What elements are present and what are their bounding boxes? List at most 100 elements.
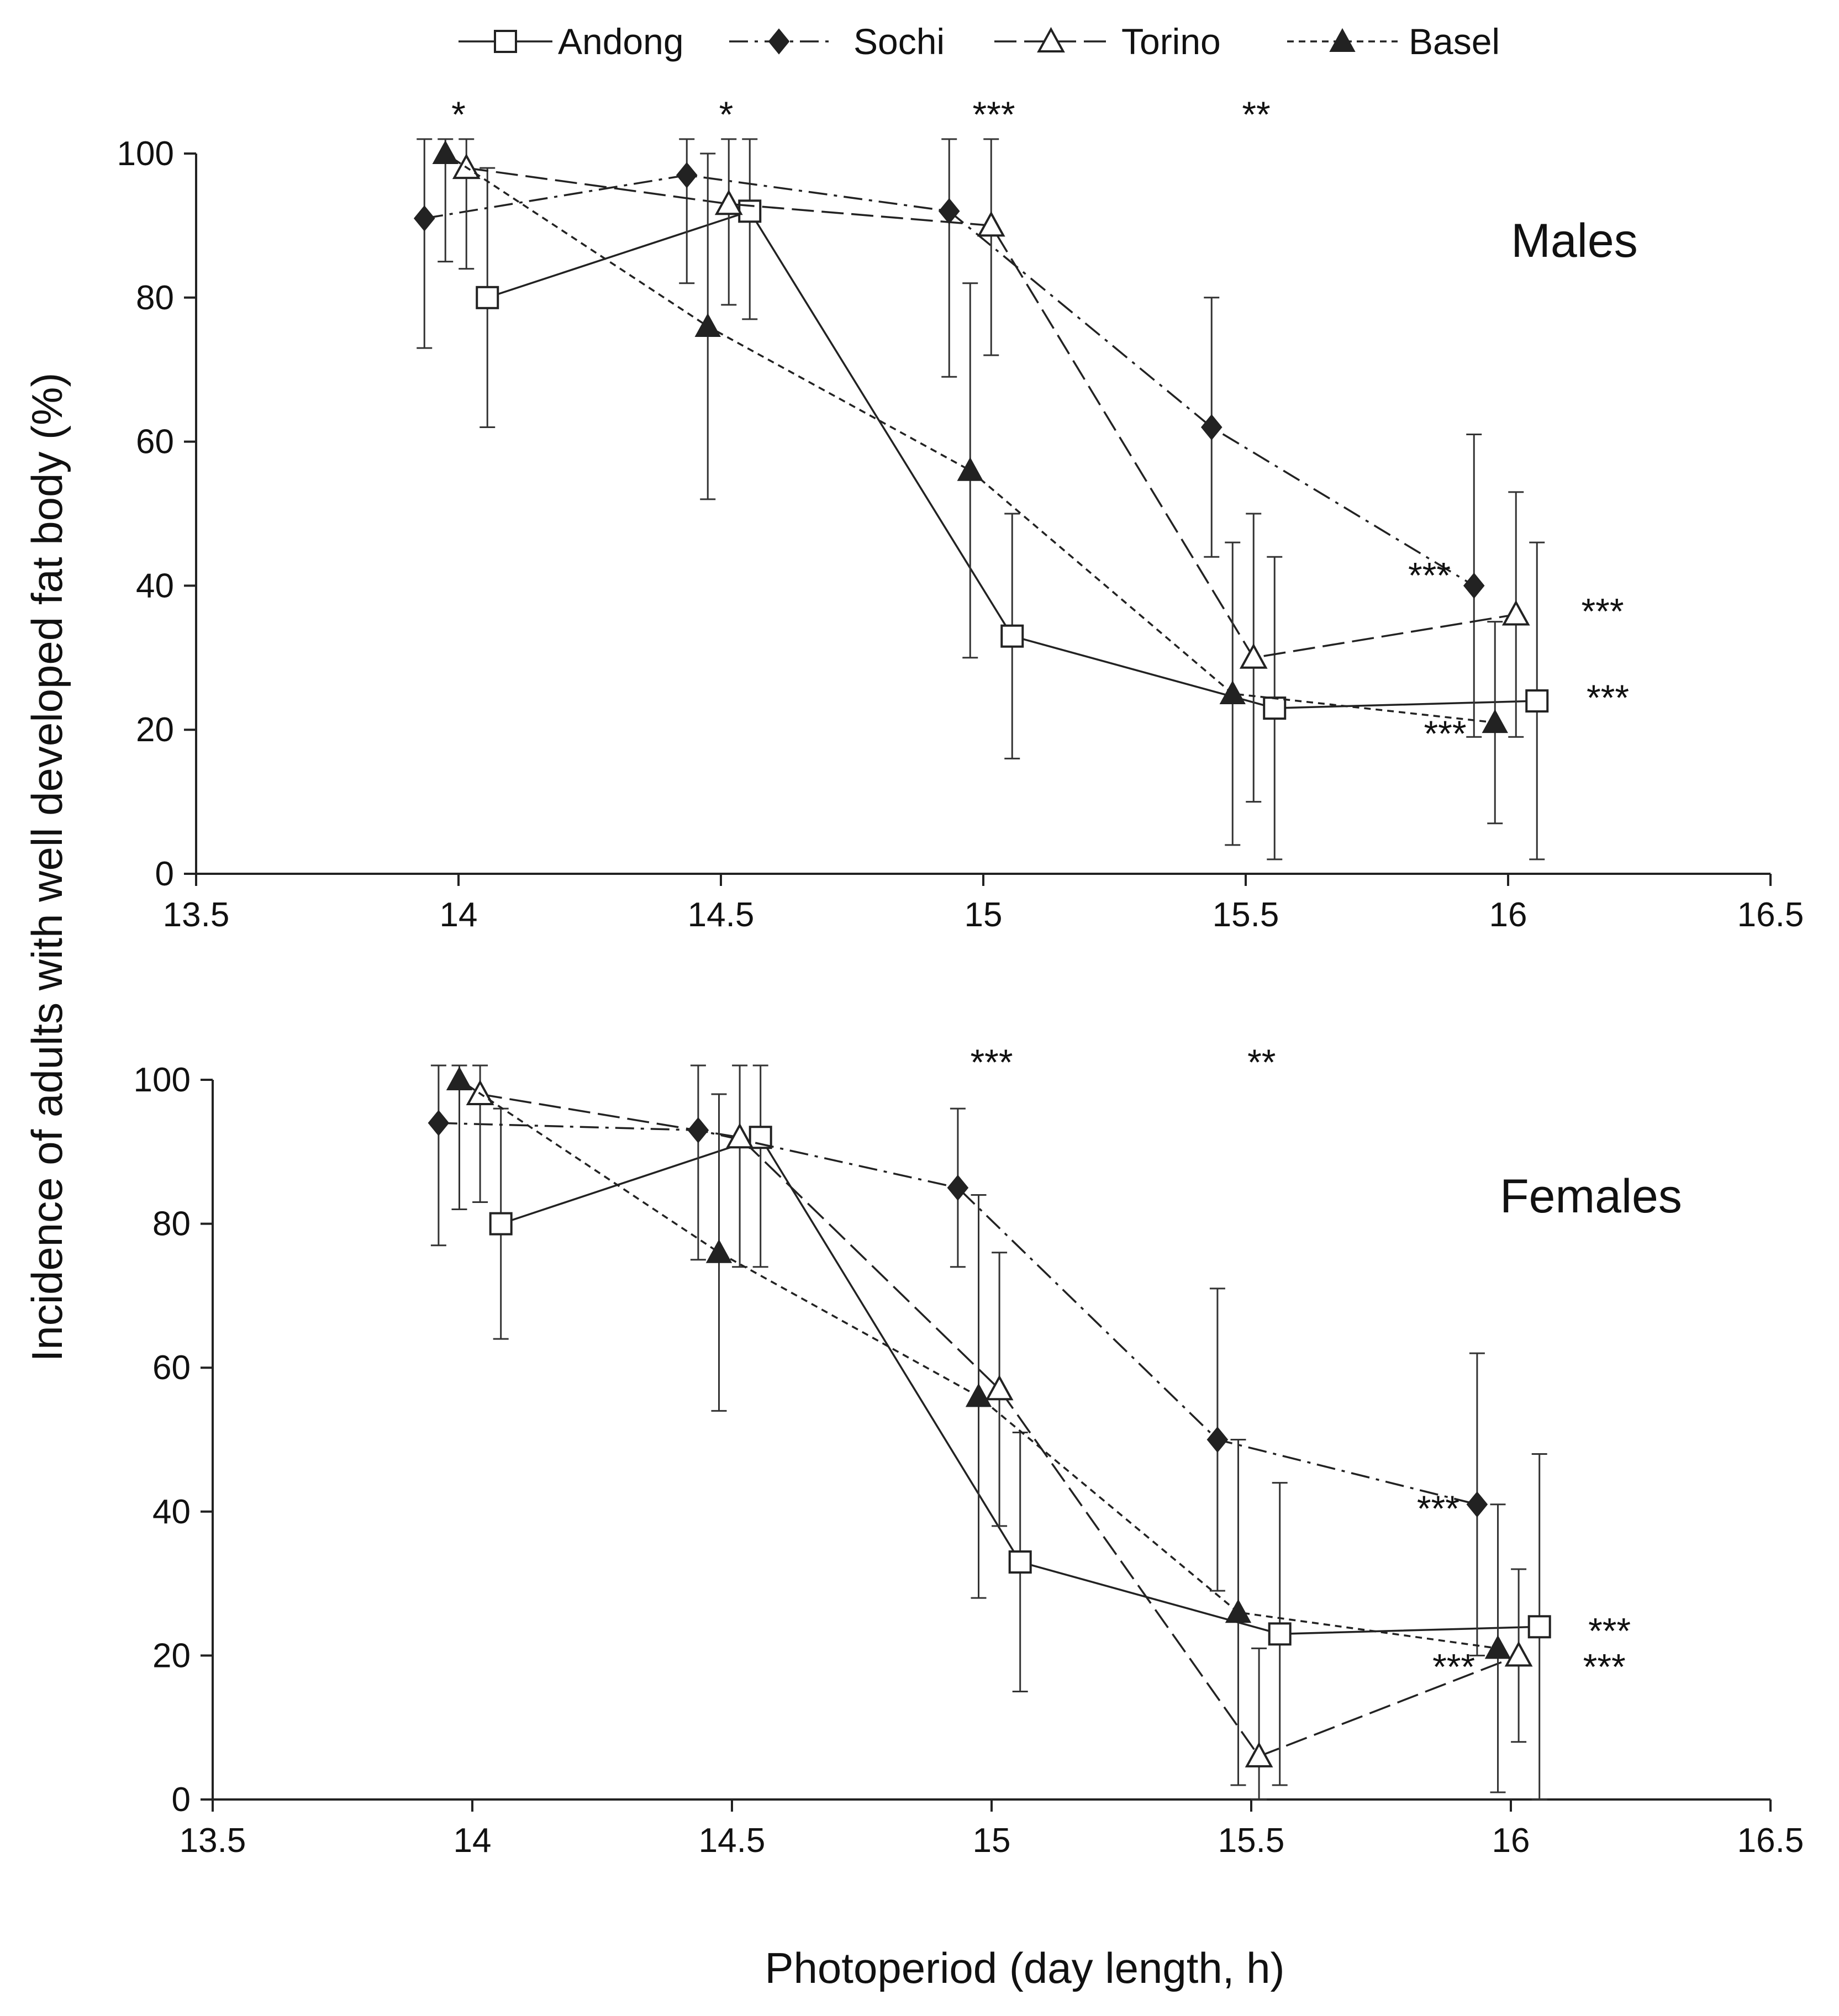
males-significance-mark: ***: [1408, 555, 1451, 595]
males-sochi-point: [938, 198, 960, 224]
males-andong-point: [1263, 696, 1287, 720]
females-x-tick-label: 16: [1492, 1822, 1530, 1860]
males-x-tick-label: 16.5: [1737, 896, 1804, 934]
females-axes: 13.5 14 14.5 15 15.5 16 16.5 0 20 40 60 80 100: [134, 1061, 1804, 1860]
females-torino-point: [985, 1375, 1014, 1401]
females-sochi-error-bar: [690, 1064, 706, 1261]
males-significance-mark: ***: [972, 94, 1015, 135]
males-y-tick-label: 100: [117, 135, 174, 173]
females-basel-point: [446, 1066, 473, 1090]
males-sochi-error-bar: [941, 138, 957, 378]
males-x-tick-label: 13.5: [163, 896, 230, 934]
males-x-tick-label: 14: [440, 896, 478, 934]
females-significance-mark: ***: [1432, 1646, 1475, 1687]
females-significance-mark: ***: [1588, 1610, 1631, 1651]
females-significance-mark: ***: [970, 1042, 1013, 1083]
females-y-tick-label: 0: [172, 1781, 191, 1819]
legend-item-torino: Torino: [994, 21, 1221, 62]
males-torino-point: [714, 189, 743, 215]
females-y-tick-label: 60: [152, 1349, 191, 1387]
males-andong-error-bar: [742, 138, 758, 320]
x-axis-title: Photoperiod (day length, h): [765, 1944, 1285, 1992]
males-axes: 13.5 14 14.5 15 15.5 16 16.5 0 20 40 60 80 100: [117, 135, 1804, 934]
females-torino-line: [479, 1093, 1519, 1758]
males-y-tick-label: 0: [155, 855, 174, 893]
females-series-andong: [489, 1064, 1551, 1801]
females-andong-point: [1268, 1622, 1292, 1646]
males-sochi-error-bar: [417, 138, 433, 349]
females-basel-point: [965, 1383, 992, 1407]
males-torino-error-bar: [721, 138, 737, 306]
females-andong-point: [1008, 1550, 1032, 1574]
males-andong-point: [1525, 689, 1549, 713]
males-basel-point: [1482, 709, 1508, 733]
males-y-tick-label: 80: [136, 279, 174, 317]
males-basel-point: [432, 140, 459, 164]
legend: Andong Sochi Torino Basel: [459, 21, 1500, 62]
males-basel-point: [1219, 680, 1246, 704]
females-torino-point: [1504, 1641, 1533, 1667]
females-x-tick-label: 16.5: [1737, 1822, 1804, 1860]
males-torino-point: [1501, 600, 1530, 626]
females-basel-point: [1225, 1599, 1252, 1623]
males-torino-point: [977, 211, 1005, 237]
females-significance-mark: **: [1247, 1042, 1276, 1083]
males-significance-mark: ***: [1587, 677, 1629, 718]
legend-label-torino: Torino: [1121, 21, 1221, 62]
males-panel: 13.5 14 14.5 15 15.5 16 16.5 0 20 40 60 80 100 Males *…: [117, 94, 1804, 934]
males-y-tick-label: 60: [136, 423, 174, 461]
females-sochi-point: [1466, 1491, 1488, 1518]
females-basel-point: [1484, 1635, 1511, 1659]
females-y-tick-label: 20: [152, 1637, 191, 1675]
females-x-tick-label: 14.5: [699, 1822, 766, 1860]
males-y-tick-label: 40: [136, 567, 174, 605]
y-axis-title: Incidence of adults with well developed …: [23, 373, 71, 1362]
males-significance-mark: *: [719, 94, 734, 135]
females-torino-point: [1245, 1741, 1273, 1767]
males-andong-point: [476, 286, 499, 309]
females-panel: 13.5 14 14.5 15 15.5 16 16.5 0 20 40 60 80 100 Female…: [134, 1042, 1804, 1860]
legend-label-basel: Basel: [1409, 21, 1500, 62]
females-x-tick-label: 15.5: [1218, 1822, 1285, 1860]
females-andong-error-bar: [752, 1064, 768, 1268]
females-basel-point: [705, 1239, 733, 1263]
males-y-tick-label: 20: [136, 711, 174, 749]
males-basel-point: [694, 313, 721, 337]
females-y-tick-label: 80: [152, 1205, 191, 1243]
legend-marker-sochi: [768, 28, 790, 55]
legend-label-andong: Andong: [558, 21, 684, 62]
males-sochi-point: [1200, 414, 1223, 441]
females-y-tick-label: 40: [152, 1493, 191, 1531]
females-significance-mark: ***: [1583, 1646, 1626, 1687]
females-y-tick-label: 100: [134, 1061, 191, 1099]
females-x-tick-label: 15: [973, 1822, 1011, 1860]
legend-item-basel: Basel: [1287, 21, 1500, 62]
legend-item-andong: Andong: [459, 21, 684, 62]
females-sochi-point: [1206, 1426, 1229, 1453]
females-series-torino: [466, 1064, 1533, 1801]
females-panel-label: Females: [1500, 1170, 1682, 1223]
females-torino-point: [725, 1123, 754, 1149]
males-x-tick-label: 15: [965, 896, 1003, 934]
legend-marker-torino: [1037, 27, 1065, 52]
legend-marker-basel: [1329, 28, 1356, 52]
females-andong-point: [1527, 1615, 1551, 1639]
males-x-tick-label: 16: [1489, 896, 1527, 934]
males-sochi-point: [676, 162, 698, 188]
females-x-tick-label: 14: [454, 1822, 492, 1860]
males-sochi-point: [1463, 572, 1485, 599]
males-series-sochi: [413, 138, 1485, 738]
females-series-basel: [446, 1064, 1511, 1793]
males-panel-label: Males: [1511, 214, 1637, 267]
males-significance-mark: *: [451, 94, 466, 135]
legend-marker-andong: [494, 30, 517, 53]
males-basel-line: [445, 152, 1495, 724]
females-sochi-point: [428, 1110, 450, 1136]
males-torino-point: [1239, 643, 1268, 669]
males-sochi-point: [413, 205, 435, 231]
males-significance-mark: ***: [1581, 591, 1624, 632]
males-andong-point: [1000, 624, 1024, 648]
females-significance-mark: ***: [1417, 1488, 1459, 1529]
